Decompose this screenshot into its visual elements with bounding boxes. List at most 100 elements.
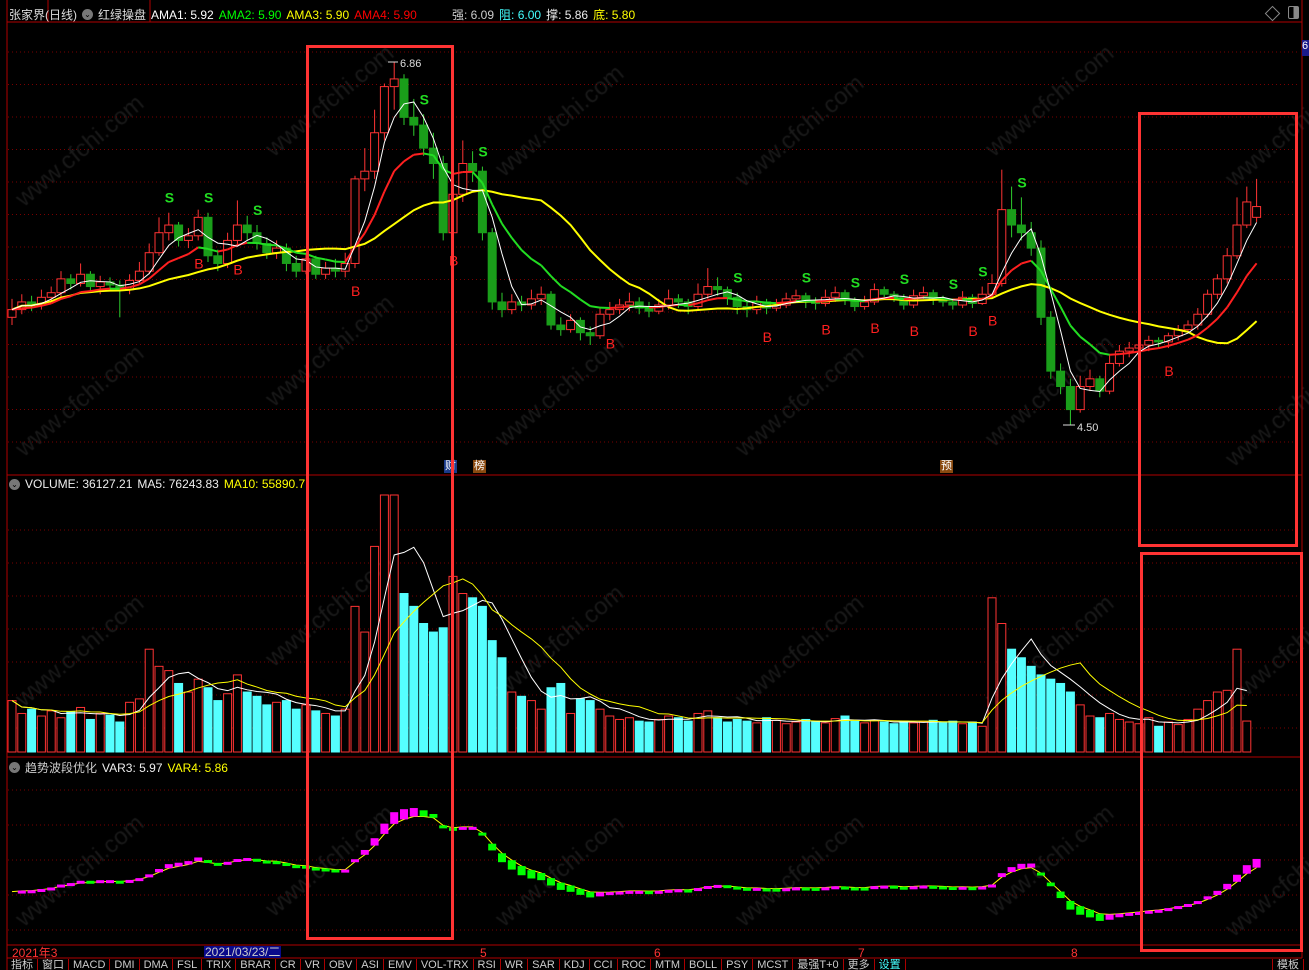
tab-21[interactable]: BOLL (685, 959, 723, 970)
trend-bar-up (468, 826, 477, 830)
candle-down (879, 289, 889, 295)
volume-bar-up (1203, 700, 1213, 753)
tab-26[interactable]: 设置 (875, 959, 906, 970)
indicator-name[interactable]: 红绿操盘 (98, 8, 147, 22)
trend-bar-up (458, 826, 467, 830)
tab-25[interactable]: 更多 (844, 959, 875, 970)
tab-4[interactable]: DMA (140, 959, 174, 970)
candle-up (703, 286, 713, 295)
ama-segment (90, 288, 101, 293)
trend-bar-down (1076, 906, 1085, 915)
tab-24[interactable]: 最强T+0 (793, 959, 844, 970)
volume-ma10-line (11, 578, 1247, 724)
candle-down (1154, 339, 1164, 343)
stock-title: 张家界(日线) (9, 8, 77, 22)
template-tab[interactable]: 模板 (1272, 959, 1304, 970)
trend-bar-up (1125, 912, 1134, 916)
trend-bar-up (1223, 883, 1232, 890)
ranking-badge[interactable]: 榜 (473, 460, 486, 473)
tab-23[interactable]: MCST (753, 959, 794, 970)
volume-bar-up (977, 725, 987, 753)
forecast-badge[interactable]: 预 (940, 460, 953, 473)
trend-bar-up (380, 823, 389, 834)
candle-up (7, 309, 17, 318)
trend-bar-up (1213, 890, 1222, 895)
trend-bar-up (135, 878, 144, 882)
candle-up (134, 270, 144, 281)
ama-segment (256, 241, 267, 246)
trend-bar-down (811, 887, 820, 891)
tab-9[interactable]: VR (301, 959, 325, 970)
trend-bar-down (1095, 913, 1104, 921)
trend-bar-down (801, 887, 810, 891)
trend-bar-down (1046, 882, 1055, 887)
ama-segment (403, 153, 415, 163)
trend-bar-down (272, 861, 281, 865)
tab-15[interactable]: WR (501, 959, 529, 970)
buy-signal: B (870, 320, 879, 336)
tab-22[interactable]: PSY (722, 959, 754, 970)
volume-bar-up (36, 715, 46, 753)
tab-5[interactable]: FSL (173, 959, 203, 970)
volume-bar-down (722, 721, 732, 753)
trend-bar-up (164, 864, 173, 869)
trend-bar-down (645, 891, 653, 895)
trend-bar-down (684, 889, 693, 893)
ama-segment (609, 306, 620, 309)
volume-bar-down (487, 640, 497, 753)
tab-1[interactable]: 窗口 (38, 959, 69, 970)
tab-20[interactable]: MTM (651, 959, 686, 970)
candle-down (585, 332, 595, 337)
trend-bar-down (1086, 909, 1094, 918)
tab-6[interactable]: TRIX (202, 959, 237, 970)
ama-segment (158, 261, 170, 272)
trend-bar-down (929, 885, 938, 889)
ama-segment (1246, 262, 1258, 277)
ama-segment (138, 277, 150, 286)
low-price-label: 4.50 (1077, 422, 1098, 434)
trend-bar-up (370, 838, 379, 846)
ama-segment (893, 296, 904, 301)
tab-2[interactable]: MACD (69, 959, 111, 970)
tab-14[interactable]: RSI (474, 959, 501, 970)
buy-signal: B (351, 283, 360, 299)
trend-bar-up (47, 887, 56, 891)
tab-0[interactable]: 指标 (7, 959, 38, 970)
candle-down (722, 289, 732, 298)
tab-17[interactable]: KDJ (560, 959, 590, 970)
tab-12[interactable]: EMV (384, 959, 417, 970)
tab-11[interactable]: ASI (357, 959, 384, 970)
tab-18[interactable]: CCI (590, 959, 618, 970)
ama-segment (560, 285, 572, 294)
ama-segment (266, 243, 277, 247)
volume-bar-up (223, 693, 233, 753)
panel-toggle-icon[interactable] (1288, 6, 1299, 19)
tab-19[interactable]: ROC (618, 959, 651, 970)
candle-up (95, 281, 105, 288)
trend-bar-up (1174, 906, 1183, 910)
trend-bar-up (96, 880, 105, 884)
candle-up (1212, 278, 1222, 295)
dropdown-icon[interactable]: ⌄ (9, 762, 20, 773)
ama-segment (217, 248, 228, 253)
tab-3[interactable]: DMI (110, 959, 140, 970)
tab-10[interactable]: OBV (325, 959, 358, 970)
dropdown-icon[interactable]: ⌄ (82, 9, 93, 20)
ama-segment (991, 279, 1003, 297)
volume-bar-up (830, 718, 840, 753)
ama-segment (178, 253, 189, 260)
dropdown-icon[interactable]: ⌄ (9, 478, 20, 490)
tab-7[interactable]: BRAR (236, 959, 276, 970)
buy-signal: B (988, 312, 997, 328)
indicator-title[interactable]: 趋势波段优化 (25, 761, 98, 775)
volume-bar-down (948, 720, 958, 753)
volume-bar-down (468, 597, 478, 753)
trend-bar-up (390, 812, 399, 824)
tab-13[interactable]: VOL-TRX (417, 959, 474, 970)
trend-bar-down (841, 886, 849, 890)
tab-16[interactable]: SAR (528, 959, 560, 970)
finance-badge[interactable]: 财 (444, 460, 457, 473)
tab-8[interactable]: CR (276, 959, 301, 970)
trend-bar-up (752, 887, 761, 891)
